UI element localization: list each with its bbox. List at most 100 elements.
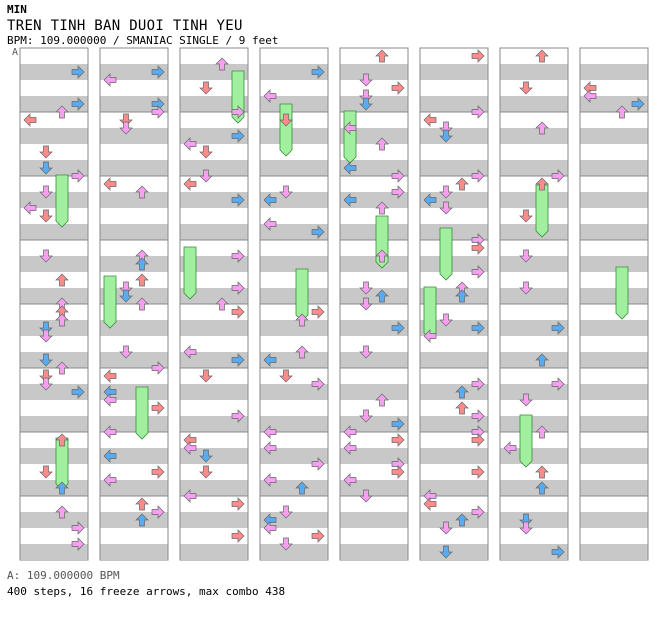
beat-stripe [340,416,408,432]
step-arrow [455,401,469,415]
step-arrow [39,209,53,223]
step-arrow [151,105,165,119]
step-arrow [375,289,389,303]
step-arrow [551,321,565,335]
beat-stripe [580,384,648,400]
beat-stripe [100,64,168,80]
beat-stripe [420,256,488,272]
step-arrow [375,49,389,63]
step-arrow [199,145,213,159]
step-arrow [55,505,69,519]
beat-stripe [260,128,328,144]
beat-stripe [260,64,328,80]
step-arrow [423,497,437,511]
beat-stripe [180,96,248,112]
bpm-marker-label: A [12,47,19,58]
freeze-arrow [295,268,309,322]
step-arrow [359,97,373,111]
beat-stripe [100,512,168,528]
beat-stripe [340,192,408,208]
step-arrow [359,281,373,295]
step-arrow [471,321,485,335]
step-arrow [615,105,629,119]
step-arrow [263,473,277,487]
freeze-arrow [439,227,453,281]
step-arrow [471,409,485,423]
step-arrow [583,89,597,103]
difficulty-label: MIN [7,3,27,16]
beat-stripe [340,96,408,112]
beat-stripe [20,480,88,496]
step-arrow [135,273,149,287]
step-arrow [103,393,117,407]
beat-stripe [180,416,248,432]
step-arrow [71,169,85,183]
step-arrow [71,97,85,111]
beat-stripe [100,320,168,336]
step-arrow [375,201,389,215]
chart-column [99,47,169,561]
step-arrow [23,113,37,127]
chart-column [179,47,249,561]
step-arrow [535,465,549,479]
beat-stripe [340,544,408,560]
step-arrow [55,481,69,495]
step-arrow [135,497,149,511]
step-arrow [215,57,229,71]
step-arrow [183,441,197,455]
beat-stripe [580,352,648,368]
beat-stripe [260,256,328,272]
step-arrow [551,169,565,183]
beat-stripe [340,160,408,176]
beat-stripe [420,64,488,80]
step-arrow [359,489,373,503]
step-arrow [39,329,53,343]
beat-stripe [100,448,168,464]
step-arrow [39,145,53,159]
step-arrow [119,121,133,135]
step-arrow [263,89,277,103]
beat-stripe [20,320,88,336]
step-arrow [55,105,69,119]
step-arrow [39,377,53,391]
step-arrow [359,409,373,423]
step-arrow [263,425,277,439]
step-arrow [359,89,373,103]
beat-stripe [260,224,328,240]
beat-stripe [340,64,408,80]
beat-stripe [340,512,408,528]
beat-stripe [500,352,568,368]
beat-stripe [340,256,408,272]
step-arrow [71,385,85,399]
step-arrow [55,433,69,447]
beat-stripe [180,384,248,400]
step-arrow [263,217,277,231]
chart-column [499,47,569,561]
step-arrow [391,185,405,199]
beat-stripe [420,416,488,432]
beat-stripe [260,384,328,400]
beat-stripe [20,192,88,208]
step-arrow [103,473,117,487]
step-arrow [311,529,325,543]
step-arrow [471,265,485,279]
beat-stripe [260,448,328,464]
beat-stripe [20,384,88,400]
step-arrow [391,321,405,335]
beat-stripe [340,320,408,336]
step-arrow [311,225,325,239]
step-arrow [535,425,549,439]
beat-stripe [180,224,248,240]
beat-stripe [100,160,168,176]
step-arrow [183,489,197,503]
beat-stripe [180,448,248,464]
step-arrow [311,457,325,471]
beat-stripe [20,352,88,368]
freeze-arrow [183,246,197,300]
step-arrow [39,321,53,335]
beat-stripe [580,480,648,496]
step-arrow [199,81,213,95]
beat-stripe [500,160,568,176]
step-arrow [391,417,405,431]
step-arrow [135,185,149,199]
